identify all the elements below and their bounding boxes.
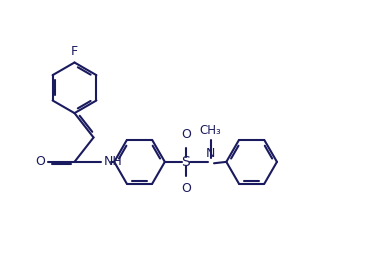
Text: O: O (181, 182, 191, 195)
Text: F: F (71, 45, 78, 58)
Text: O: O (35, 155, 45, 168)
Text: S: S (182, 155, 190, 169)
Text: O: O (181, 128, 191, 142)
Text: NH: NH (104, 155, 123, 168)
Text: CH₃: CH₃ (200, 124, 222, 137)
Text: N: N (206, 147, 215, 160)
